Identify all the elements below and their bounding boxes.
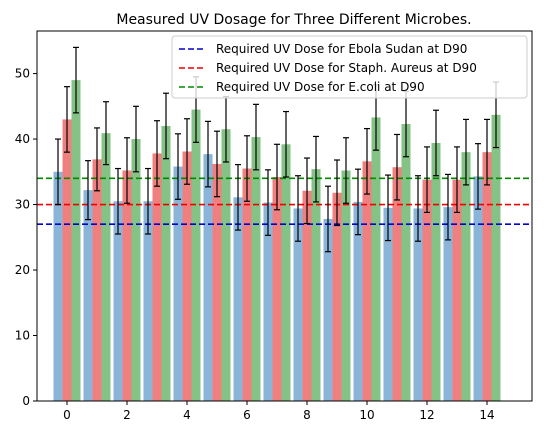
bar-s3-x12	[432, 143, 441, 401]
bar-s1-x0	[54, 172, 63, 401]
bar-s3-x3	[162, 126, 171, 401]
bar-s2-x11	[393, 167, 402, 401]
x-tick-label: 14	[479, 408, 494, 422]
bar-s3-x0	[72, 80, 81, 401]
bar-s2-x10	[363, 161, 372, 401]
x-tick-label: 12	[419, 408, 434, 422]
bar-s1-x14	[474, 176, 483, 401]
bar-s1-x1	[84, 190, 93, 401]
x-tick-label: 6	[243, 408, 251, 422]
bar-s2-x14	[483, 152, 492, 401]
x-tick-label: 8	[303, 408, 311, 422]
x-tick-label: 0	[63, 408, 71, 422]
legend-label: Required UV Dose for Staph. Aureus at D9…	[216, 61, 477, 75]
y-tick-label: 20	[15, 263, 30, 277]
bar-s2-x1	[93, 159, 102, 401]
bar-s2-x5	[213, 164, 222, 401]
x-tick-label: 4	[183, 408, 191, 422]
bar-s3-x1	[102, 133, 111, 401]
legend-label: Required UV Dose for E.coli at D90	[216, 80, 425, 94]
x-tick-label: 2	[123, 408, 131, 422]
chart-title: Measured UV Dosage for Three Different M…	[116, 12, 471, 28]
bar-s2-x0	[63, 119, 72, 401]
bar-s2-x6	[243, 169, 252, 401]
bar-s2-x4	[183, 151, 192, 401]
legend-label: Required UV Dose for Ebola Sudan at D90	[216, 42, 467, 56]
x-tick-label: 10	[359, 408, 374, 422]
y-axis: 0 10 20 30 40 50	[15, 67, 37, 408]
bar-s3-x14	[492, 115, 501, 401]
bar-s3-x4	[192, 110, 201, 401]
y-tick-label: 50	[15, 67, 30, 81]
bars-layer	[54, 80, 501, 401]
bar-s1-x4	[174, 167, 183, 401]
bar-s3-x6	[252, 137, 261, 401]
bar-s3-x11	[402, 124, 411, 401]
bar-s2-x3	[153, 153, 162, 401]
bar-s3-x5	[222, 129, 231, 401]
y-tick-label: 0	[22, 394, 30, 408]
y-tick-label: 40	[15, 132, 30, 146]
bar-s1-x5	[204, 154, 213, 401]
y-tick-label: 10	[15, 329, 30, 343]
legend: Required UV Dose for Ebola Sudan at D90 R…	[172, 36, 527, 98]
bar-s3-x7	[282, 144, 291, 401]
bar-s2-x7	[273, 177, 282, 401]
y-tick-label: 30	[15, 198, 30, 212]
bar-s3-x13	[462, 152, 471, 401]
x-axis: 0 2 4 6 8 10 12 14	[63, 401, 494, 422]
bar-s3-x10	[372, 117, 381, 401]
